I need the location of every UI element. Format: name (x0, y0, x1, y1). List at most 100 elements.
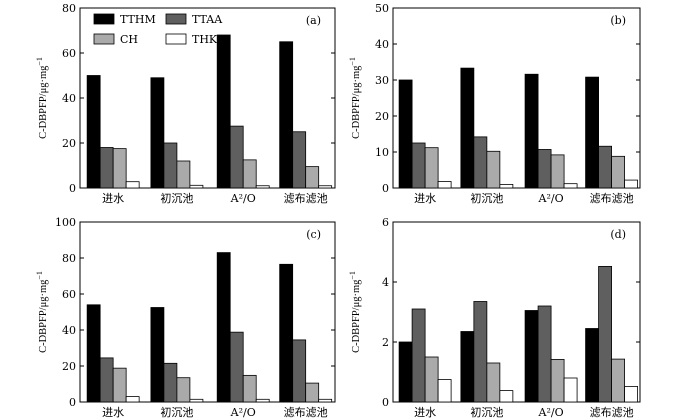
y-tick-label: 0 (69, 396, 76, 409)
y-tick-label: 40 (62, 324, 76, 337)
legend-label: TTHM (120, 13, 156, 26)
x-category-label: 进水 (414, 406, 436, 419)
bar-tthm (150, 307, 165, 403)
y-tick-label: 50 (375, 2, 389, 15)
bar-ch (305, 166, 320, 189)
bar-ttaa (598, 145, 612, 189)
bar-ttaa (99, 357, 114, 403)
bar-ttaa (473, 301, 488, 403)
bar-ch (486, 362, 501, 403)
y-axis-label-text: C-DBPFP/μg·mg (351, 65, 362, 139)
bar-ttaa (411, 308, 426, 403)
y-tick-label: 0 (69, 182, 76, 195)
y-axis-label-superscript: −1 (348, 57, 357, 66)
bar-tthm (524, 73, 539, 189)
y-tick-label: 0 (382, 396, 389, 409)
y-tick-label: 40 (375, 38, 389, 51)
legend-label: THK (192, 33, 218, 46)
bar-ttaa (99, 147, 114, 189)
bar-ch (112, 367, 127, 403)
y-tick-label: 10 (375, 146, 389, 159)
bar-ttaa (411, 142, 426, 189)
legend-swatch-ch (93, 33, 115, 45)
y-tick-label: 20 (62, 360, 76, 373)
x-category-label: 初沉池 (160, 191, 193, 205)
plot-frame (79, 221, 336, 403)
bar-ch (242, 374, 257, 403)
y-tick-label: 4 (382, 276, 389, 289)
bar-ttaa (229, 331, 244, 403)
bar-ttaa (292, 339, 307, 403)
y-axis-label-superscript: −1 (35, 271, 44, 280)
y-tick-label: 6 (382, 216, 389, 229)
x-category-label: 初沉池 (470, 191, 503, 205)
x-category-label: 初沉池 (160, 405, 193, 419)
bar-tthm (524, 310, 539, 403)
bar-ch (305, 382, 320, 403)
y-axis-label: C-DBPFP/μg·mg−1 (348, 271, 362, 353)
bar-ttaa (163, 142, 178, 189)
x-category-label: A²/O (230, 192, 256, 205)
y-tick-label: 60 (62, 288, 76, 301)
bar-ttaa (598, 265, 612, 403)
y-tick-label: 80 (62, 252, 76, 265)
y-axis-label: C-DBPFP/μg·mg−1 (35, 271, 49, 353)
bar-thk (563, 183, 578, 189)
bar-tthm (86, 304, 101, 403)
bar-thk (437, 181, 452, 189)
bar-ch (242, 159, 257, 189)
bar-thk (255, 185, 270, 189)
bar-tthm (585, 328, 599, 403)
y-axis-label-text: C-DBPFP/μg·mg (38, 279, 49, 353)
bar-ttaa (292, 131, 307, 189)
bar-ch (176, 160, 191, 189)
bar-ch (176, 377, 191, 403)
bar-ch (424, 356, 439, 403)
bar-ch (550, 358, 565, 403)
bar-thk (563, 377, 578, 403)
bar-ttaa (473, 136, 488, 189)
y-axis-label-text: C-DBPFP/μg·mg (38, 65, 49, 139)
y-axis-label-superscript: −1 (35, 57, 44, 66)
x-category-label: 进水 (102, 406, 124, 419)
bar-thk (189, 398, 204, 403)
bar-thk (624, 179, 638, 189)
bar-ch (611, 358, 625, 403)
bar-thk (437, 379, 452, 403)
y-tick-label: 0 (382, 182, 389, 195)
bar-ttaa (537, 305, 552, 403)
panel-label: (c) (306, 228, 321, 241)
bar-ch (611, 155, 625, 189)
x-category-label: 滤布滤池 (284, 406, 328, 419)
legend-label: CH (120, 33, 138, 46)
bar-thk (318, 398, 333, 403)
bar-thk (125, 396, 140, 403)
bar-thk (255, 398, 270, 403)
bar-thk (189, 184, 204, 189)
x-category-label: A²/O (538, 192, 564, 205)
bar-thk (125, 181, 140, 189)
legend-swatch-ttaa (165, 13, 187, 25)
x-category-label: 进水 (414, 192, 436, 205)
y-axis-label: C-DBPFP/μg·mg−1 (348, 57, 362, 139)
y-axis-label-superscript: −1 (348, 271, 357, 280)
bar-thk (624, 385, 638, 403)
y-tick-label: 20 (62, 137, 76, 150)
bar-tthm (279, 263, 294, 403)
x-category-label: A²/O (538, 406, 564, 419)
bar-ttaa (163, 362, 178, 403)
bar-ch (550, 154, 565, 189)
y-axis-label-text: C-DBPFP/μg·mg (351, 279, 362, 353)
y-tick-label: 60 (62, 47, 76, 60)
bar-tthm (216, 34, 231, 189)
y-axis-label: C-DBPFP/μg·mg−1 (35, 57, 49, 139)
y-tick-label: 40 (62, 92, 76, 105)
x-category-label: 滤布滤池 (590, 192, 634, 205)
plot-frame (392, 221, 641, 403)
bar-ch (424, 147, 439, 189)
panel-label: (b) (610, 14, 626, 27)
legend-swatch-thk (165, 33, 187, 45)
bar-thk (499, 183, 514, 189)
bar-tthm (398, 341, 413, 403)
